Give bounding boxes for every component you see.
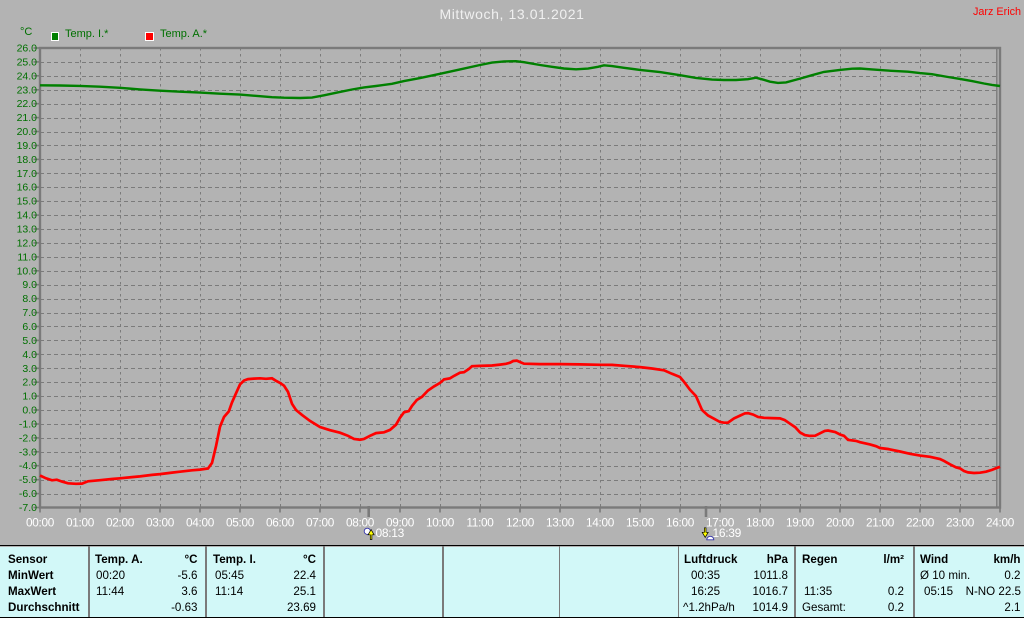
svg-text:04:00: 04:00	[186, 516, 215, 530]
svg-text:17.0: 17.0	[17, 168, 38, 180]
svg-text:-1.0: -1.0	[19, 419, 37, 431]
svg-text:07:00: 07:00	[306, 516, 335, 530]
svg-text:13.0: 13.0	[17, 224, 38, 236]
svg-text:12.0: 12.0	[17, 237, 38, 249]
svg-text:16.0: 16.0	[17, 182, 38, 194]
svg-text:09:00: 09:00	[386, 516, 415, 530]
svg-text:-5.0: -5.0	[19, 474, 37, 486]
svg-text:4.0: 4.0	[22, 349, 37, 361]
svg-text:17:00: 17:00	[706, 516, 735, 530]
svg-text:02:00: 02:00	[106, 516, 135, 530]
svg-text:-6.0: -6.0	[19, 488, 37, 500]
svg-text:21.0: 21.0	[17, 112, 38, 124]
svg-text:-4.0: -4.0	[19, 460, 37, 472]
svg-text:7.0: 7.0	[22, 307, 37, 319]
svg-text:23.0: 23.0	[17, 84, 38, 96]
svg-text:24.0: 24.0	[17, 70, 38, 82]
svg-text:5.0: 5.0	[22, 335, 37, 347]
svg-text:18:00: 18:00	[746, 516, 775, 530]
svg-text:01:00: 01:00	[66, 516, 95, 530]
svg-text:9.0: 9.0	[22, 279, 37, 291]
svg-text:20:00: 20:00	[826, 516, 855, 530]
svg-text:21:00: 21:00	[866, 516, 895, 530]
svg-text:13:00: 13:00	[546, 516, 575, 530]
svg-text:23:00: 23:00	[946, 516, 975, 530]
svg-text:00:00: 00:00	[26, 516, 55, 530]
svg-text:06:00: 06:00	[266, 516, 295, 530]
svg-text:25.0: 25.0	[17, 56, 38, 68]
svg-text:19.0: 19.0	[17, 140, 38, 152]
svg-text:22:00: 22:00	[906, 516, 935, 530]
svg-text:16:00: 16:00	[666, 516, 695, 530]
svg-text:08:13: 08:13	[376, 526, 405, 540]
svg-text:12:00: 12:00	[506, 516, 535, 530]
svg-text:3.0: 3.0	[22, 363, 37, 375]
svg-text:15.0: 15.0	[17, 196, 38, 208]
svg-text:16:39: 16:39	[713, 526, 742, 540]
svg-text:6.0: 6.0	[22, 321, 37, 333]
svg-text:14:00: 14:00	[586, 516, 615, 530]
svg-text:08:00: 08:00	[346, 516, 375, 530]
svg-text:8.0: 8.0	[22, 293, 37, 305]
svg-text:05:00: 05:00	[226, 516, 255, 530]
svg-text:11.0: 11.0	[17, 251, 37, 263]
svg-text:11:00: 11:00	[466, 516, 494, 530]
svg-text:20.0: 20.0	[17, 126, 38, 138]
svg-text:10.0: 10.0	[17, 265, 38, 277]
svg-text:2.0: 2.0	[22, 377, 37, 389]
svg-text:03:00: 03:00	[146, 516, 175, 530]
svg-text:-7.0: -7.0	[19, 502, 37, 514]
svg-text:26.0: 26.0	[17, 43, 38, 55]
svg-text:14.0: 14.0	[17, 210, 38, 222]
svg-text:0.0: 0.0	[22, 405, 37, 417]
svg-text:10:00: 10:00	[426, 516, 455, 530]
svg-text:1.0: 1.0	[22, 391, 37, 403]
svg-text:22.0: 22.0	[17, 98, 38, 110]
svg-text:18.0: 18.0	[17, 154, 38, 166]
svg-text:-2.0: -2.0	[19, 432, 37, 444]
svg-text:-3.0: -3.0	[19, 446, 37, 458]
svg-text:24:00: 24:00	[986, 516, 1015, 530]
svg-text:15:00: 15:00	[626, 516, 655, 530]
svg-text:19:00: 19:00	[786, 516, 815, 530]
